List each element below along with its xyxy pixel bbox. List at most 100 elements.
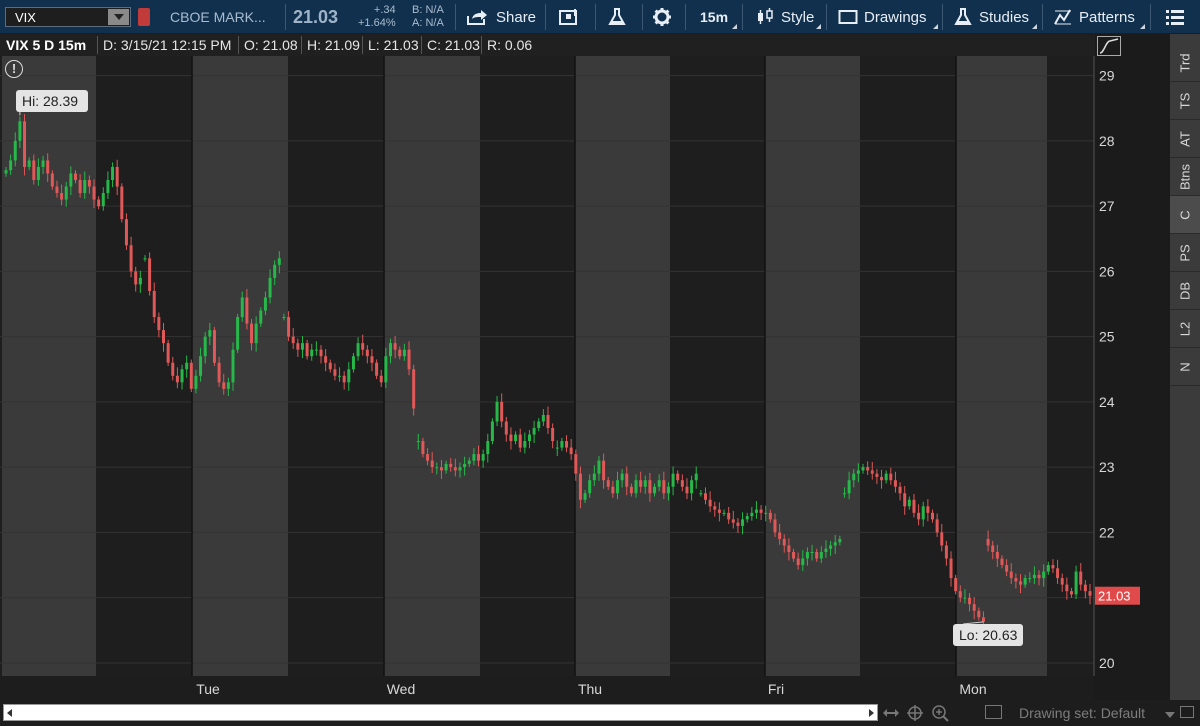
candle	[796, 552, 800, 570]
candle-body	[991, 545, 995, 552]
candle-body	[722, 512, 726, 514]
candle	[829, 540, 833, 556]
candle	[694, 466, 698, 489]
scroll-right-icon[interactable]	[869, 709, 874, 717]
lab-button[interactable]	[607, 0, 627, 34]
candle	[305, 339, 309, 360]
candle-body	[384, 356, 388, 383]
menu-button[interactable]	[1166, 0, 1184, 34]
candle	[583, 490, 587, 504]
candle-body	[254, 323, 258, 344]
candle-body	[514, 434, 518, 442]
patterns-button[interactable]: Patterns	[1053, 0, 1135, 34]
candle-body	[1042, 571, 1046, 579]
candle-body	[884, 473, 888, 481]
candle-body	[926, 506, 930, 513]
ask: A: N/A	[412, 17, 444, 29]
chart-type-icon[interactable]	[1097, 36, 1121, 56]
candle	[370, 349, 374, 372]
alert-flag-icon[interactable]	[138, 8, 150, 26]
candle-body	[602, 460, 606, 481]
candle	[430, 452, 434, 474]
panel-tab-ps[interactable]: PS	[1170, 234, 1200, 272]
alert-info-icon[interactable]: !	[5, 60, 23, 78]
candle	[537, 418, 541, 432]
candle-body	[796, 558, 800, 566]
candle-body	[699, 493, 703, 495]
panel-tab-trd[interactable]: Trd	[1170, 44, 1200, 82]
candle-body	[328, 362, 332, 370]
panel-tab-l2[interactable]: L2	[1170, 310, 1200, 348]
candle	[87, 175, 91, 194]
candle-body	[245, 297, 249, 324]
candle-body	[639, 480, 643, 487]
drawings-button[interactable]: Drawings	[838, 0, 927, 34]
candle	[36, 158, 40, 186]
candle	[514, 431, 518, 445]
panel-tab-c[interactable]: C	[1170, 196, 1200, 234]
candle	[277, 251, 281, 274]
candle	[1009, 563, 1013, 584]
candle	[574, 449, 578, 481]
candle-body	[560, 441, 564, 448]
candle-body	[657, 480, 661, 487]
list-menu-icon	[1166, 10, 1184, 25]
symbol-input[interactable]: VIX	[5, 7, 131, 27]
candle-body	[495, 401, 499, 422]
candle-body	[792, 552, 796, 559]
chevron-down-icon[interactable]	[1165, 712, 1175, 718]
candle	[1042, 564, 1046, 587]
patterns-icon	[1054, 9, 1071, 25]
panel-tab-ts[interactable]: TS	[1170, 82, 1200, 120]
scroll-left-icon[interactable]	[7, 709, 12, 717]
time-scrollbar[interactable]	[3, 704, 878, 721]
candle-body	[324, 356, 328, 363]
zoom-in-icon[interactable]	[932, 705, 949, 722]
bid-ask-block: B: N/A A: N/A	[412, 4, 444, 30]
candle-body	[398, 349, 402, 357]
candle	[745, 512, 749, 523]
pan-icon[interactable]	[883, 709, 899, 717]
drawing-set-label[interactable]: Drawing set: Default	[1019, 705, 1146, 721]
style-button[interactable]: Style	[755, 0, 814, 34]
candle-body	[889, 473, 893, 481]
candle	[472, 448, 476, 466]
candle	[449, 458, 453, 472]
expand-icon[interactable]	[1180, 706, 1194, 718]
price-chart[interactable]: 2021222324252627282921.03 TueWedThuFriMo…	[0, 34, 1170, 700]
message-flag-icon	[559, 9, 577, 25]
studies-button[interactable]: Studies	[953, 0, 1029, 34]
panel-tab-btns[interactable]: Btns	[1170, 158, 1200, 196]
share-button[interactable]: Share	[466, 0, 536, 34]
candle	[620, 469, 624, 488]
candle-body	[1028, 578, 1032, 580]
candle-body	[1051, 565, 1055, 569]
symbol-description: CBOE MARK...	[170, 9, 266, 25]
style-label: Style	[781, 8, 815, 26]
candle	[199, 347, 203, 382]
settings-button[interactable]	[652, 0, 672, 34]
panel-tab-n[interactable]: N	[1170, 348, 1200, 386]
candle-body	[981, 617, 985, 622]
candle-body	[444, 463, 448, 471]
crosshair-icon[interactable]	[907, 705, 923, 721]
panel-tab-db[interactable]: DB	[1170, 272, 1200, 310]
candle-body	[55, 186, 59, 194]
panel-tab-at[interactable]: AT	[1170, 120, 1200, 158]
candle-body	[240, 297, 244, 318]
candle	[106, 171, 110, 199]
candle-body	[551, 428, 555, 442]
chevron-down-icon[interactable]	[108, 9, 129, 25]
timeframe-button[interactable]: 15m	[700, 9, 729, 25]
candle	[666, 482, 670, 501]
candle-body	[666, 486, 670, 494]
candle-body	[694, 473, 698, 481]
drawing-set-icon[interactable]	[985, 705, 1002, 719]
candle-body	[921, 506, 925, 520]
flag-button[interactable]	[558, 0, 580, 34]
candle-body	[861, 467, 865, 471]
last-price-tag	[1095, 586, 1140, 605]
regular-session-band	[192, 56, 288, 676]
studies-label: Studies	[979, 8, 1030, 26]
candle	[518, 428, 522, 453]
